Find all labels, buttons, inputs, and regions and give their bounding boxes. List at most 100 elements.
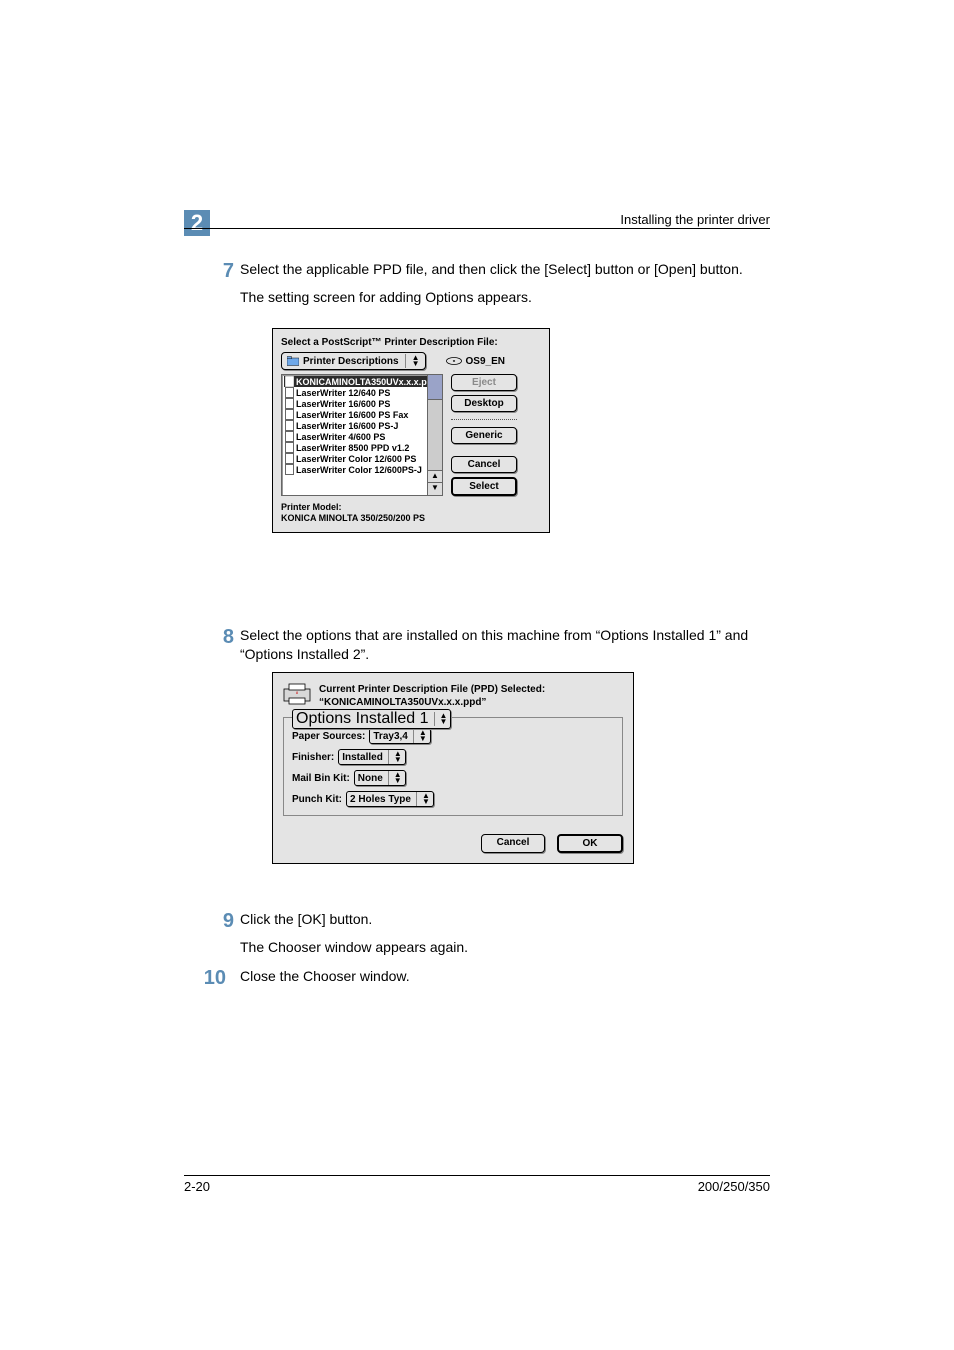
model-numbers: 200/250/350 — [698, 1179, 770, 1194]
option-row-punch-kit: Punch Kit: 2 Holes Type▲▼ — [292, 791, 614, 807]
file-icon — [285, 442, 294, 453]
options-legend-dropdown[interactable]: Options Installed 1▲▼ — [292, 709, 451, 729]
select-button[interactable]: Select — [451, 477, 517, 496]
folder-dropdown[interactable]: Printer Descriptions ▲▼ — [281, 352, 426, 370]
paper-sources-select[interactable]: Tray3,4▲▼ — [369, 728, 430, 744]
list-item[interactable]: LaserWriter 12/640 PS — [284, 387, 440, 398]
list-item[interactable]: LaserWriter 16/600 PS-J — [284, 420, 440, 431]
list-item-label: LaserWriter 16/600 PS-J — [296, 421, 398, 431]
list-item[interactable]: LaserWriter 16/600 PS Fax — [284, 409, 440, 420]
file-list[interactable]: KONICAMINOLTA350UVx.x.x.ppd LaserWriter … — [281, 374, 443, 496]
step-subtext: The Chooser window appears again. — [240, 939, 770, 955]
spacer — [451, 448, 517, 452]
list-item-label: LaserWriter 12/640 PS — [296, 388, 390, 398]
list-item[interactable]: LaserWriter 4/600 PS — [284, 431, 440, 442]
list-item-label: LaserWriter Color 12/600PS-J — [296, 465, 422, 475]
punch-kit-select[interactable]: 2 Holes Type▲▼ — [346, 791, 434, 807]
scrollbar-thumb[interactable] — [428, 375, 442, 400]
options-fieldset: Options Installed 1▲▼ Paper Sources: Tra… — [283, 717, 623, 816]
file-icon — [285, 464, 294, 475]
printer-model-label: Printer Model: — [281, 502, 541, 513]
step-9: 9 Click the [OK] button. The Chooser win… — [240, 910, 770, 955]
scrollbar[interactable]: ▲ ▼ — [427, 375, 442, 495]
printer-icon: 8 — [283, 683, 311, 705]
step-10: 10 Close the Chooser window. — [240, 967, 770, 986]
option-label: Punch Kit: — [292, 794, 342, 805]
volume-indicator: OS9_EN — [446, 356, 505, 367]
option-row-paper-sources: Paper Sources: Tray3,4▲▼ — [292, 728, 614, 744]
eject-button[interactable]: Eject — [451, 374, 517, 391]
select-value: Installed — [342, 752, 383, 763]
file-icon — [285, 387, 294, 398]
file-icon — [285, 376, 294, 387]
options-dialog-header: 8 Current Printer Description File (PPD)… — [283, 683, 623, 709]
volume-label: OS9_EN — [466, 356, 505, 367]
header-rule — [184, 228, 770, 229]
file-icon — [285, 431, 294, 442]
dialog-title: Select a PostScript™ Printer Description… — [281, 337, 541, 348]
step-number: 10 — [202, 967, 226, 990]
options-dialog-buttons: Cancel OK — [283, 834, 623, 853]
step-number: 9 — [210, 910, 234, 933]
file-icon — [285, 398, 294, 409]
cancel-button[interactable]: Cancel — [481, 834, 545, 853]
step-text: Click the [OK] button. — [240, 910, 770, 929]
list-item[interactable]: LaserWriter 8500 PPD v1.2 — [284, 442, 440, 453]
step-text: Close the Chooser window. — [240, 967, 770, 986]
printer-model-block: Printer Model: KONICA MINOLTA 350/250/20… — [281, 502, 541, 524]
dialog-top-row: Printer Descriptions ▲▼ OS9_EN — [281, 352, 541, 370]
mail-bin-select[interactable]: None▲▼ — [354, 770, 406, 786]
scroll-down-icon[interactable]: ▼ — [428, 482, 442, 495]
option-row-mail-bin: Mail Bin Kit: None▲▼ — [292, 770, 614, 786]
step-number: 8 — [210, 626, 234, 649]
select-value: Tray3,4 — [373, 731, 407, 742]
option-label: Finisher: — [292, 752, 334, 763]
footer-rule — [184, 1175, 770, 1176]
option-row-finisher: Finisher: Installed▲▼ — [292, 749, 614, 765]
step-number: 7 — [210, 260, 234, 283]
select-value: None — [358, 773, 383, 784]
select-value: 2 Holes Type — [350, 794, 411, 805]
desktop-button[interactable]: Desktop — [451, 395, 517, 412]
file-icon — [285, 409, 294, 420]
options-dialog: 8 Current Printer Description File (PPD)… — [272, 672, 634, 864]
finisher-select[interactable]: Installed▲▼ — [338, 749, 406, 765]
page-number: 2-20 — [184, 1179, 210, 1194]
file-icon — [285, 453, 294, 464]
dialog-body: KONICAMINOLTA350UVx.x.x.ppd LaserWriter … — [281, 374, 541, 496]
file-icon — [285, 420, 294, 431]
options-title-line1: Current Printer Description File (PPD) S… — [319, 683, 545, 696]
list-item-label: LaserWriter 4/600 PS — [296, 432, 385, 442]
list-item-label: LaserWriter 16/600 PS — [296, 399, 390, 409]
step-7: 7 Select the applicable PPD file, and th… — [240, 260, 770, 305]
list-item[interactable]: LaserWriter 16/600 PS — [284, 398, 440, 409]
list-item[interactable]: LaserWriter Color 12/600PS-J — [284, 464, 440, 475]
options-dialog-title: Current Printer Description File (PPD) S… — [319, 683, 545, 709]
step-subtext: The setting screen for adding Options ap… — [240, 289, 770, 305]
page-header-title: Installing the printer driver — [620, 212, 770, 227]
options-legend-label: Options Installed 1 — [296, 710, 429, 728]
list-item[interactable]: LaserWriter Color 12/600 PS — [284, 453, 440, 464]
step-text: Select the applicable PPD file, and then… — [240, 260, 770, 279]
dialog-button-column: Eject Desktop Generic Cancel Select — [451, 374, 517, 496]
option-label: Mail Bin Kit: — [292, 773, 350, 784]
options-title-line2: “KONICAMINOLTA350UVx.x.x.ppd” — [319, 696, 545, 709]
folder-dropdown-label: Printer Descriptions — [303, 356, 399, 367]
ppd-select-dialog: Select a PostScript™ Printer Description… — [272, 328, 550, 533]
generic-button[interactable]: Generic — [451, 427, 517, 444]
disk-icon — [446, 357, 462, 365]
divider — [451, 419, 517, 420]
step-text: Select the options that are installed on… — [240, 626, 770, 664]
printer-model-value: KONICA MINOLTA 350/250/200 PS — [281, 513, 541, 524]
chapter-number: 2 — [184, 210, 210, 236]
option-label: Paper Sources: — [292, 731, 365, 742]
list-item-label: LaserWriter Color 12/600 PS — [296, 454, 416, 464]
list-item-label: KONICAMINOLTA350UVx.x.x.ppd — [296, 377, 438, 387]
list-item-label: LaserWriter 8500 PPD v1.2 — [296, 443, 409, 453]
folder-icon — [287, 356, 299, 366]
list-item[interactable]: KONICAMINOLTA350UVx.x.x.ppd — [284, 376, 440, 387]
cancel-button[interactable]: Cancel — [451, 456, 517, 473]
step-8: 8 Select the options that are installed … — [240, 626, 770, 664]
ok-button[interactable]: OK — [557, 834, 623, 853]
page: 2 Installing the printer driver 7 Select… — [0, 0, 954, 1350]
